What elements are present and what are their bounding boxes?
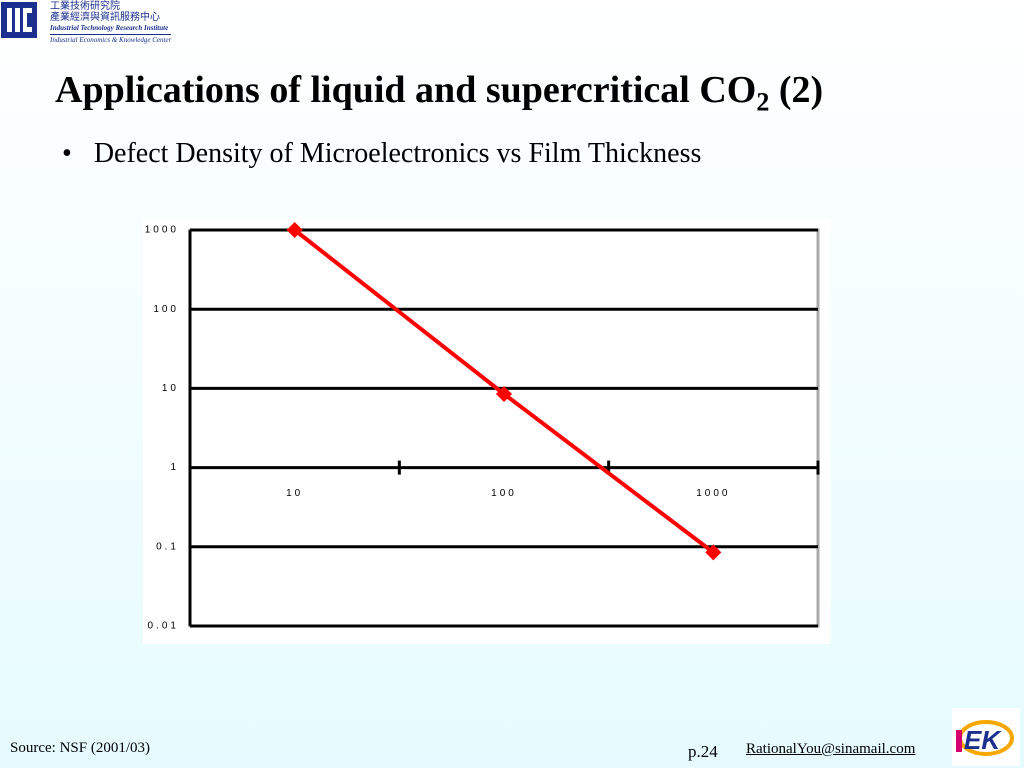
org-zh: 工業技術研究院 bbox=[50, 1, 120, 12]
iek-logo: EK bbox=[952, 708, 1020, 766]
title-text: Applications of liquid and supercritical… bbox=[55, 69, 757, 111]
slide-title: Applications of liquid and supercritical… bbox=[55, 68, 823, 118]
title-end: (2) bbox=[769, 69, 824, 111]
point-marker bbox=[705, 544, 722, 561]
chart-area bbox=[143, 218, 831, 644]
itri-logo bbox=[1, 2, 37, 38]
email: RationalYou@sinamail.com bbox=[746, 741, 916, 757]
title-sub: 2 bbox=[756, 87, 770, 117]
org-block: 工業技術研究院 產業經濟與資訊服務中心 Industrial Technolog… bbox=[50, 1, 172, 46]
x-tick-label: 1000 bbox=[696, 488, 730, 499]
source: Source: NSF (2001/03) bbox=[10, 740, 150, 756]
y-tick-label: 0.1 bbox=[156, 541, 179, 552]
point-marker bbox=[496, 385, 512, 402]
chart: 0.01 0.1 1 10 100 1000 10 100 1000 bbox=[143, 218, 831, 644]
org-zh2: 產業經濟與資訊服務中心 bbox=[50, 12, 160, 23]
svg-text:EK: EK bbox=[964, 725, 1002, 755]
x-tick-label: 100 bbox=[491, 488, 517, 499]
org-en2: Industrial Economics & Knowledge Center bbox=[50, 36, 172, 44]
point-marker bbox=[286, 222, 303, 238]
y-tick-label: 10 bbox=[162, 383, 179, 394]
y-tick-label: 1 bbox=[170, 462, 179, 473]
page-number: p.24 bbox=[688, 742, 718, 761]
org-en: Industrial Technology Research Institute bbox=[50, 23, 172, 35]
y-tick-label: 1000 bbox=[145, 225, 179, 236]
y-tick-label: 0.01 bbox=[148, 621, 179, 632]
x-tick-label: 10 bbox=[286, 488, 303, 499]
bullet: Defect Density of Microelectronics vs Fi… bbox=[62, 138, 702, 170]
y-tick-label: 100 bbox=[153, 304, 179, 315]
